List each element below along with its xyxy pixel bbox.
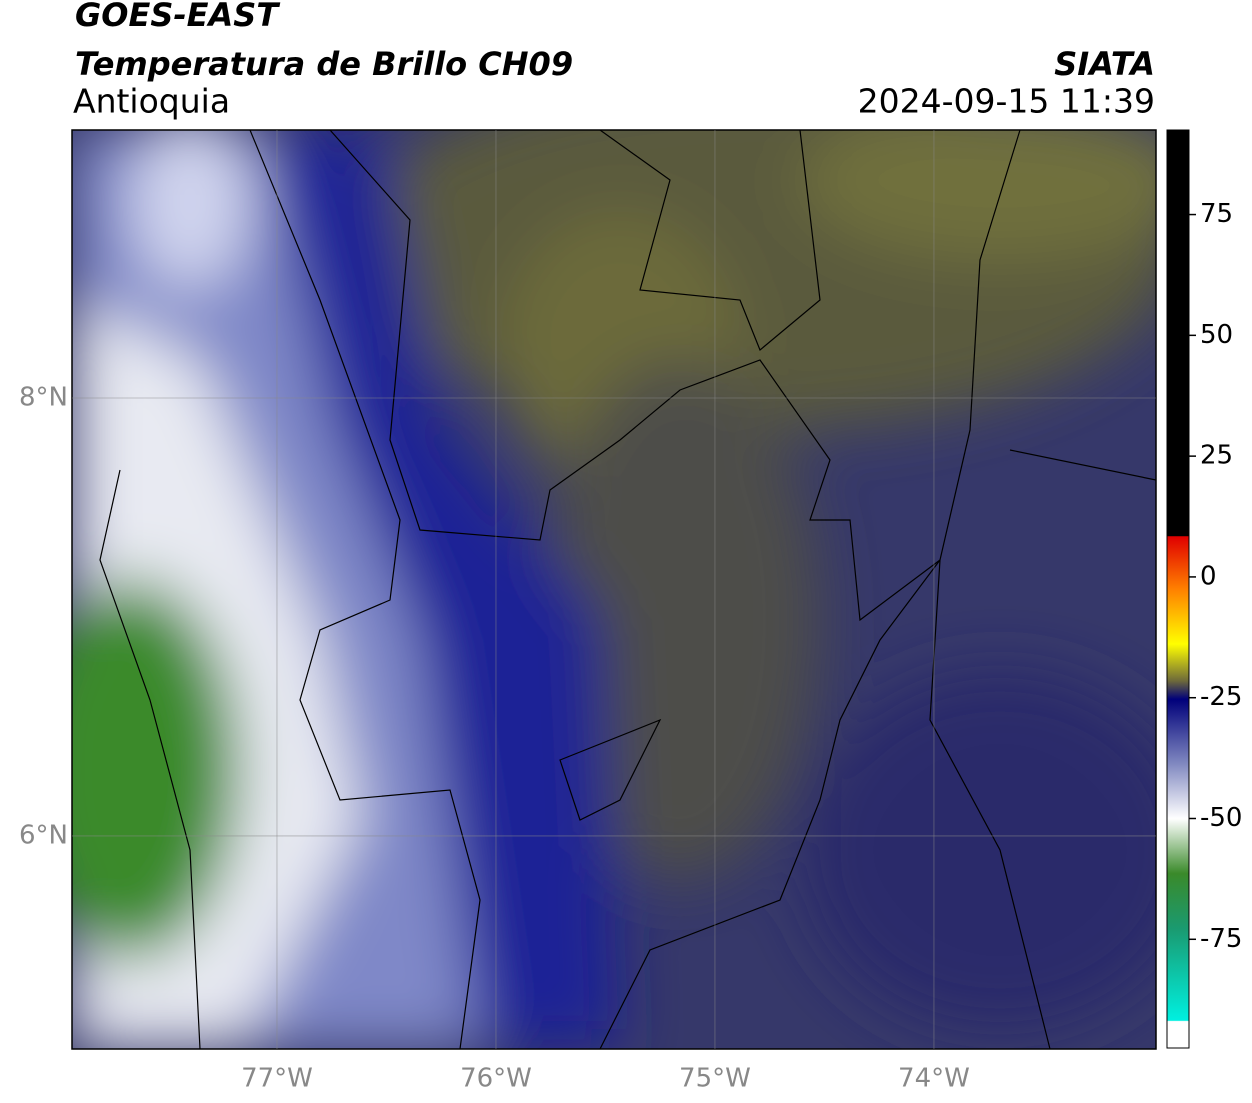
colorbar-tick-label: 75 (1200, 199, 1233, 229)
colorbar (1166, 129, 1190, 1049)
lon-label: 77°W (241, 1064, 313, 1094)
source-label: SIATA (1054, 45, 1155, 83)
lon-label: 74°W (898, 1064, 970, 1094)
lon-label: 75°W (679, 1064, 751, 1094)
colorbar-tick-label: -25 (1200, 682, 1242, 712)
region-label: Antioquia (73, 82, 230, 121)
map-frame (71, 129, 1157, 1050)
colorbar-tick-label: 25 (1200, 441, 1233, 471)
satellite-imagery (72, 130, 1156, 1049)
lon-label: 76°W (460, 1064, 532, 1094)
colorbar-tick-label: 0 (1200, 561, 1217, 591)
satellite-title: GOES-EAST (75, 0, 280, 34)
datetime-label: 2024-09-15 11:39 (858, 82, 1155, 121)
lat-label: 6°N (19, 820, 68, 850)
boundaries (99, 130, 1156, 1049)
colorbar-tick-label: -75 (1200, 924, 1242, 954)
lat-label: 8°N (19, 383, 68, 413)
colorbar-tick-label: -50 (1200, 803, 1242, 833)
colorbar-tick-label: 50 (1200, 320, 1233, 350)
product-title: Temperatura de Brillo CH09 (75, 45, 573, 83)
